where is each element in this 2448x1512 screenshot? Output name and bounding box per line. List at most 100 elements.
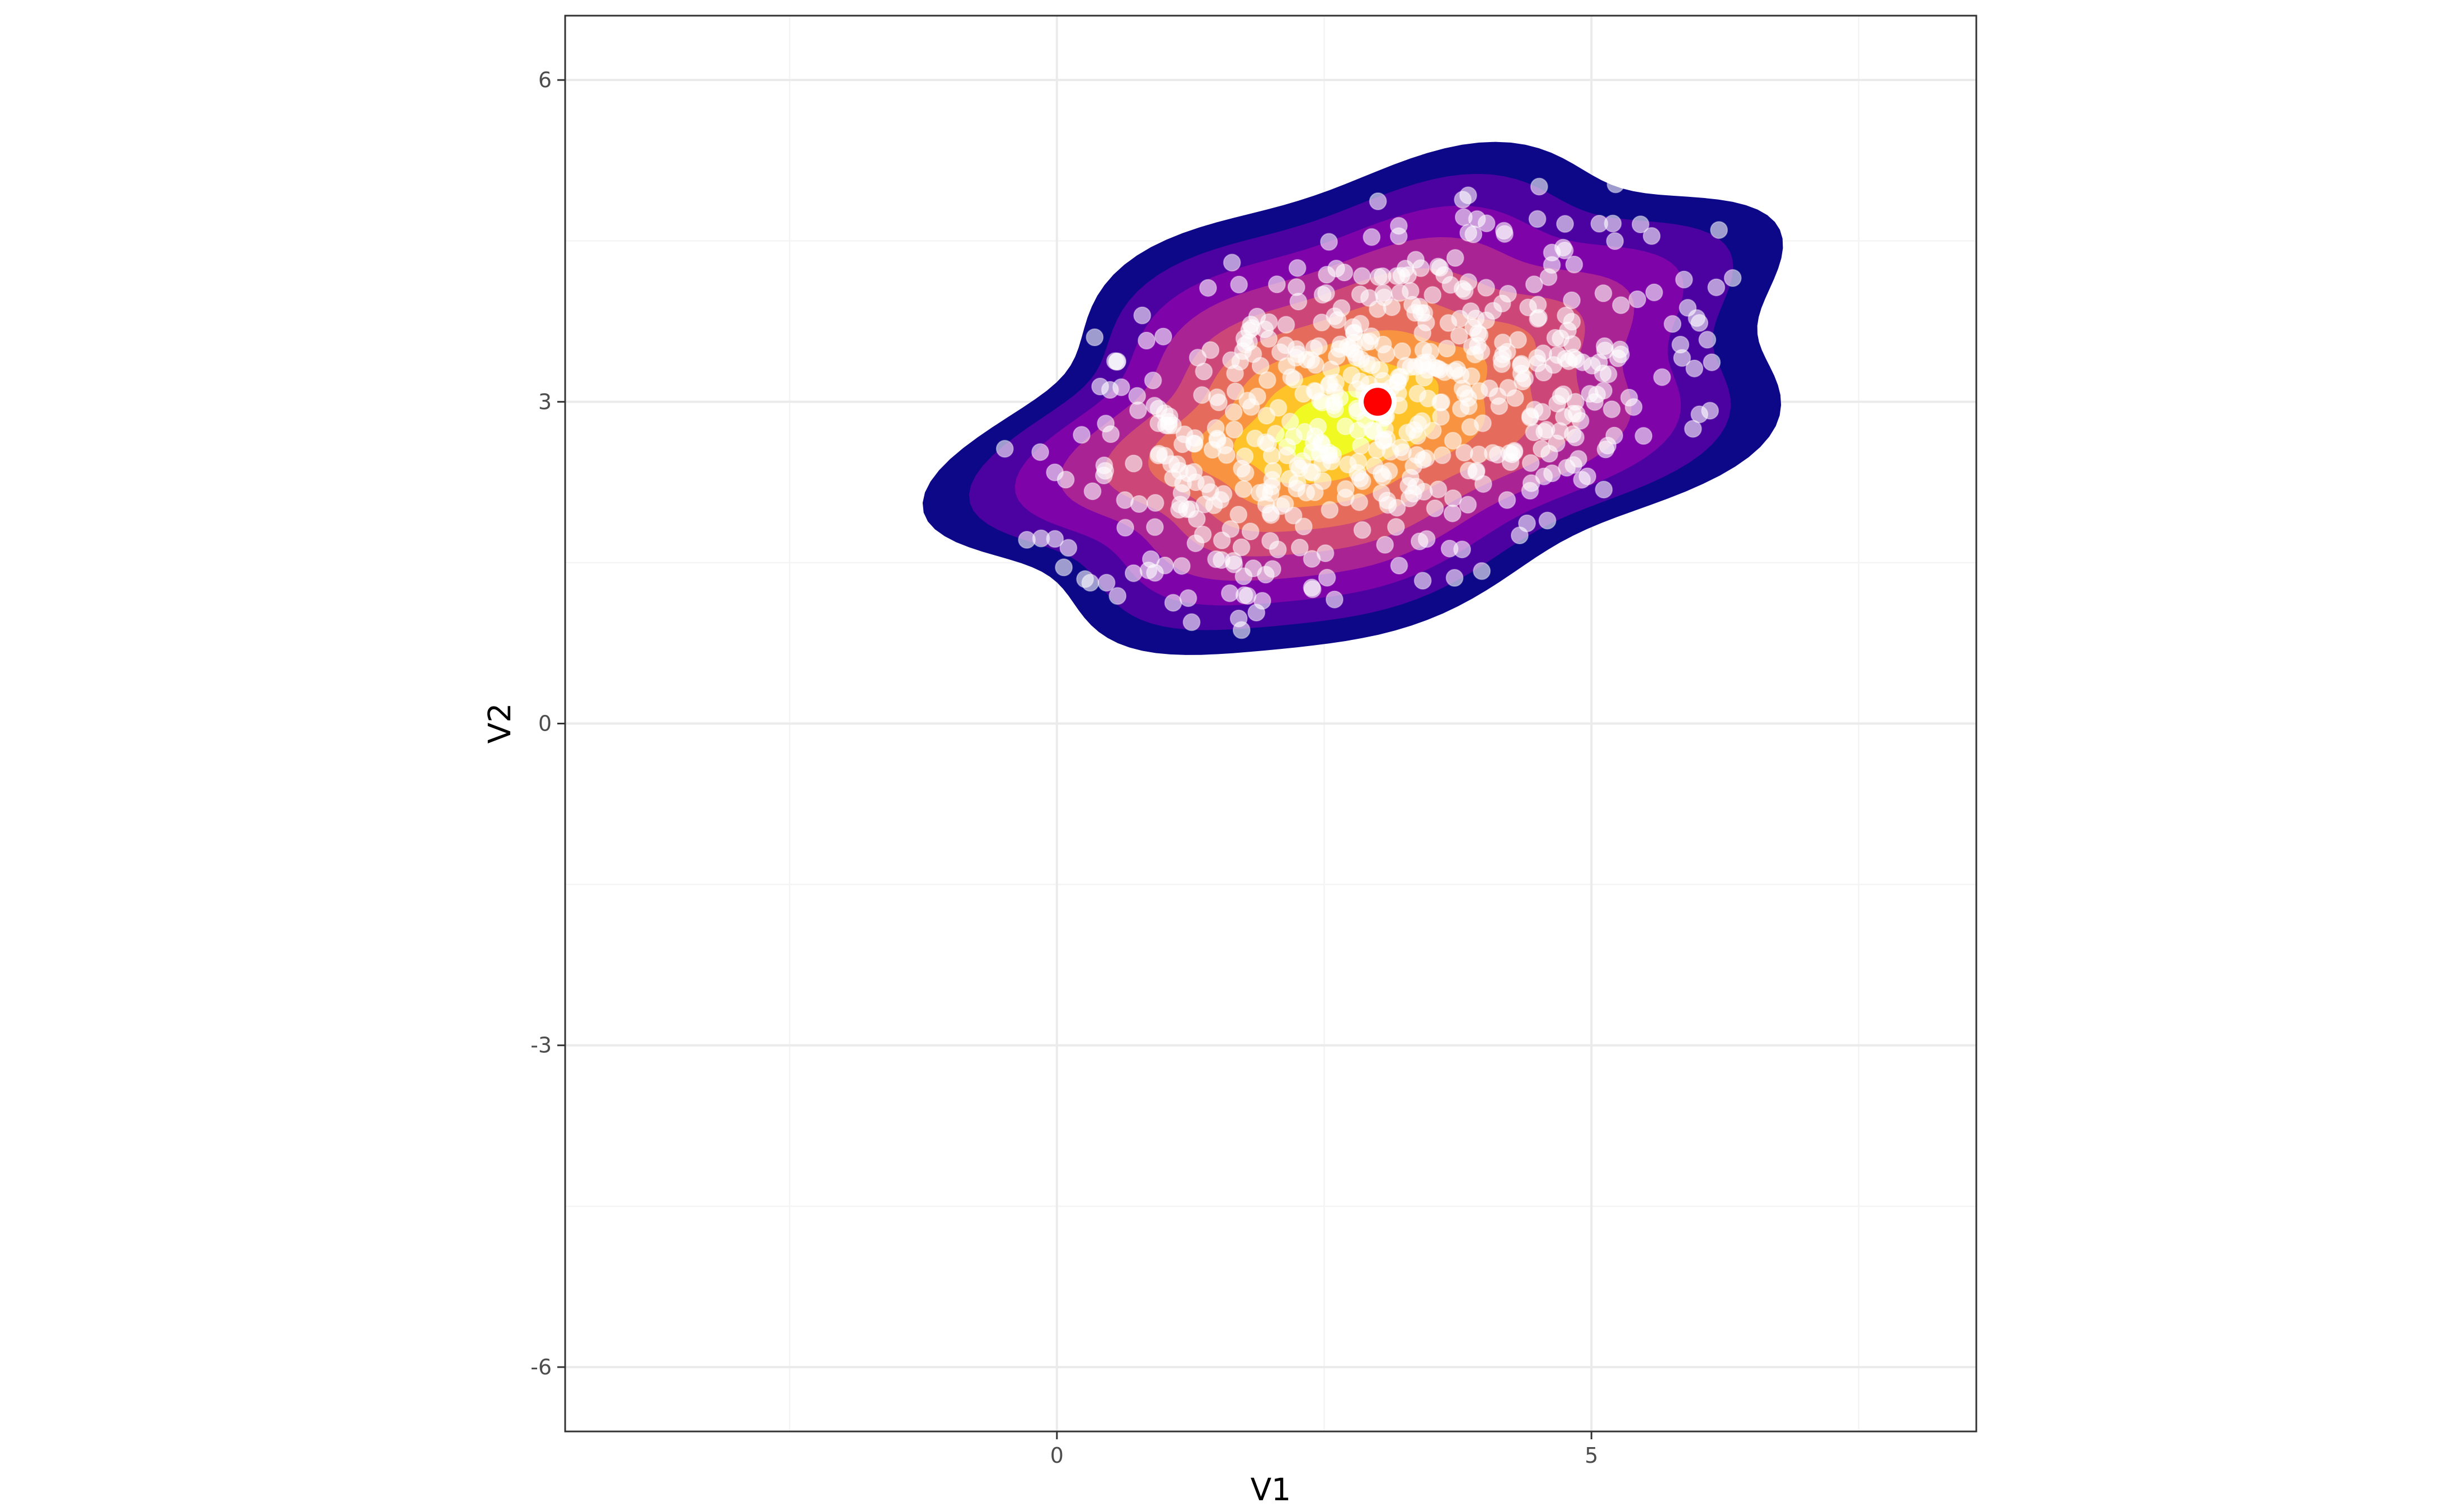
data-point [1277,315,1295,334]
data-point [1443,504,1462,522]
data-point [1533,440,1550,458]
data-point [1444,431,1462,450]
data-point [1506,389,1524,407]
data-point [1473,562,1491,580]
data-point [1525,275,1543,294]
data-point [1710,221,1728,239]
data-point [1362,228,1381,246]
data-point [1234,480,1253,498]
data-point [1401,282,1420,300]
data-point [1500,444,1519,462]
data-point [1445,569,1464,587]
data-point [1567,428,1585,446]
data-point [1193,386,1211,404]
data-point [1603,400,1621,418]
data-point [1221,520,1240,538]
data-point [1124,564,1143,582]
data-point [1241,522,1260,541]
y-axis-title: V2 [482,703,518,744]
data-points [995,175,1742,639]
y-tick-label: -6 [530,1355,552,1379]
data-point [1146,518,1164,536]
data-point [1477,214,1496,233]
data-point [1413,572,1432,590]
data-point [1298,351,1316,369]
data-point [1477,279,1495,297]
data-point [1289,293,1308,311]
data-point [1679,299,1697,317]
data-point [1493,333,1512,352]
data-point [1138,331,1156,350]
data-point [1462,302,1480,321]
data-point [1229,506,1248,524]
data-point [1257,407,1276,425]
data-point [1086,328,1104,346]
data-point [1445,362,1464,380]
x-tick-label: 5 [1585,1443,1598,1468]
data-point [1108,587,1127,605]
data-point [995,440,1014,458]
data-point [1220,584,1239,602]
data-point [1310,337,1328,355]
data-point [1222,351,1241,369]
data-point [1415,304,1434,322]
data-point [1595,481,1613,499]
data-point [1373,484,1390,502]
data-point [1594,284,1613,303]
data-point [1404,457,1423,475]
data-point [1083,482,1102,501]
data-point [1320,233,1338,251]
data-point [1459,186,1477,205]
data-point [1081,573,1100,592]
data-point [1285,370,1304,389]
data-point [1685,359,1704,378]
data-point [1453,280,1472,298]
data-point [1446,249,1464,267]
data-point [1394,443,1412,461]
data-point [1530,177,1548,196]
data-point [1351,469,1369,488]
data-point [1353,521,1371,539]
data-point [1326,590,1343,609]
data-point [1108,352,1126,371]
data-point [1374,468,1393,486]
data-point [1707,278,1726,296]
data-point [1125,454,1143,473]
data-point [1186,534,1205,553]
data-point [1251,357,1270,375]
data-point [1055,558,1073,577]
data-point [1698,331,1717,349]
data-point [1645,283,1664,302]
data-point [1429,480,1448,498]
data-point [1258,371,1276,389]
data-point [1450,327,1468,345]
data-point [1172,557,1191,575]
data-point [1423,286,1442,304]
data-point [1525,423,1543,441]
data-point [1387,518,1405,536]
data-point [1599,436,1617,455]
data-point [1256,320,1274,338]
data-point [1328,311,1347,329]
data-point [1171,461,1189,480]
data-point [1031,443,1050,461]
data-point [1144,371,1162,390]
data-point [1248,308,1266,326]
data-point [1393,342,1411,360]
data-point [1388,498,1406,517]
data-point [1244,559,1262,577]
data-point [1278,437,1296,456]
data-point [1331,335,1350,354]
data-point [1569,450,1587,468]
data-point [1557,307,1575,325]
data-point [1101,381,1119,399]
highlight-layer [1359,383,1397,421]
data-point [1388,267,1406,285]
y-tick-label: 3 [538,389,552,414]
data-point [1488,387,1507,406]
data-point [1213,531,1231,549]
data-point [1236,336,1254,354]
highlight-point [1364,388,1392,416]
data-point [1327,260,1346,278]
data-point [1139,561,1158,580]
